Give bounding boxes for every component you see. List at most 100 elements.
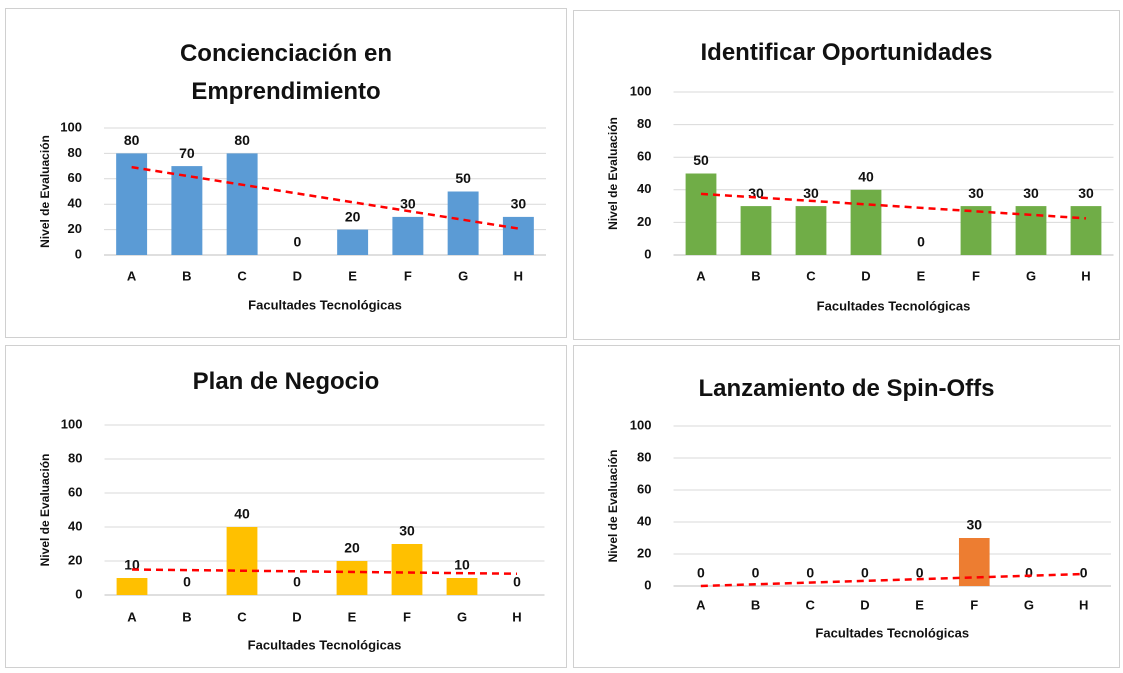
x-tick-label: B: [182, 609, 191, 624]
chart: 0 20 40 60 80 100 0 A 0 B 0 C 0 D 0 E 30 F 0 G 0 H Facultades …: [606, 417, 1111, 640]
data-label: 30: [966, 517, 982, 533]
data-label: 0: [806, 565, 814, 581]
trendline: [131, 568, 518, 575]
data-label: 30: [968, 185, 984, 201]
x-tick-label: A: [127, 268, 137, 283]
data-label: 20: [344, 540, 360, 556]
x-tick-label: C: [806, 268, 816, 283]
x-tick-label: C: [237, 609, 247, 624]
y-axis-label: Nivel de Evaluación: [606, 117, 620, 230]
bar: [226, 153, 258, 255]
x-tick-label: H: [1081, 268, 1090, 283]
y-tick-label: 20: [68, 552, 82, 567]
data-label: 30: [399, 523, 415, 539]
chart: 02040608010050A30B30C40D0E30F30G30HFacul…: [606, 83, 1114, 313]
x-tick-label: C: [806, 597, 816, 612]
y-tick-label: 40: [637, 513, 651, 528]
chart-title: Identificar Oportunidades: [700, 39, 993, 66]
bar: [226, 527, 258, 595]
bar: [447, 191, 479, 255]
y-tick-label: 80: [637, 116, 651, 131]
bar: [171, 166, 203, 255]
data-label: 50: [455, 170, 471, 186]
x-axis-label: Facultades Tecnológicas: [248, 637, 402, 652]
y-axis-label: Nivel de Evaluación: [606, 450, 620, 563]
x-tick-label: G: [458, 268, 468, 283]
chart-panel: 0 20 40 60 80 100 10 A 0 B 40 C 0 D 20 E 30 F 10 G 0 H Faculta…: [5, 345, 567, 668]
y-axis-label: Nivel de Evaluación: [38, 454, 52, 567]
x-tick-label: H: [514, 268, 523, 283]
x-axis-label: Facultades Tecnológicas: [248, 297, 402, 312]
x-axis-label: Facultades Tecnológicas: [815, 625, 969, 640]
x-tick-label: A: [696, 268, 706, 283]
x-tick-label: E: [348, 609, 357, 624]
y-tick-label: 100: [630, 83, 652, 98]
bar: [960, 206, 992, 255]
data-label: 40: [858, 169, 874, 185]
chart-panel: 0 20 40 60 80 100 80 A 70 B 80 C 0 D 20 E 30 F 50 G 30 H Facul…: [5, 8, 567, 338]
data-label: 0: [916, 565, 924, 581]
data-label: 20: [345, 208, 361, 224]
x-tick-label: G: [457, 609, 467, 624]
x-tick-label: B: [182, 268, 191, 283]
chart-panel: 0 20 40 60 80 100 50 A 30 B 30 C 40 D 0 E 30 F 30 G 30 H Facul…: [573, 10, 1120, 340]
bar: [116, 578, 148, 595]
data-label: 0: [183, 574, 191, 590]
x-tick-label: D: [860, 597, 869, 612]
y-tick-label: 40: [68, 518, 82, 533]
x-tick-label: F: [970, 597, 978, 612]
data-label: 30: [400, 196, 416, 212]
x-axis-label: Facultades Tecnológicas: [817, 298, 971, 313]
data-label: 0: [293, 574, 301, 590]
x-tick-label: A: [696, 597, 706, 612]
y-tick-label: 0: [75, 246, 82, 261]
x-tick-label: B: [751, 597, 760, 612]
chart: 0 20 40 60 80 100 80 A 70 B 80 C 0 D 20 E 30 F 50 G 30 H Facul…: [38, 119, 546, 312]
bar: [740, 206, 772, 255]
y-tick-label: 20: [637, 214, 651, 229]
chart-title: Plan de Negocio: [192, 368, 380, 395]
x-tick-label: G: [1026, 268, 1036, 283]
bar: [685, 173, 717, 255]
bar: [795, 206, 827, 255]
bar: [391, 544, 423, 595]
data-label: 30: [803, 185, 819, 201]
x-tick-label: E: [917, 268, 926, 283]
data-label: 0: [1080, 565, 1088, 581]
trendline: [131, 165, 519, 230]
data-label: 30: [1078, 185, 1094, 201]
x-tick-label: H: [1079, 597, 1088, 612]
data-label: 80: [234, 132, 250, 148]
y-tick-label: 40: [68, 196, 82, 211]
y-tick-label: 20: [68, 221, 82, 236]
x-tick-label: H: [512, 609, 521, 624]
x-tick-label: D: [293, 268, 302, 283]
bar: [446, 578, 478, 595]
x-tick-label: G: [1024, 597, 1034, 612]
chart-title: Concienciación en Emprendimiento: [179, 40, 393, 105]
data-label: 0: [752, 565, 760, 581]
y-tick-label: 0: [644, 246, 651, 261]
bar: [116, 153, 148, 255]
bar: [850, 189, 882, 255]
data-label: 10: [454, 557, 470, 573]
y-tick-label: 60: [637, 149, 651, 164]
y-tick-label: 0: [644, 577, 651, 592]
y-tick-label: 0: [75, 586, 82, 601]
y-tick-label: 60: [637, 481, 651, 496]
bar: [1015, 206, 1047, 255]
trendline: [700, 572, 1084, 588]
x-tick-label: F: [403, 609, 411, 624]
data-label: 0: [1025, 565, 1033, 581]
data-label: 80: [124, 132, 140, 148]
y-tick-label: 60: [68, 484, 82, 499]
y-tick-label: 80: [68, 145, 82, 160]
data-label: 0: [697, 565, 705, 581]
bar: [336, 561, 368, 595]
bar: [392, 216, 424, 255]
chart: 02040608010010A0B40C0D20E30F10G0HFaculta…: [38, 416, 545, 652]
y-tick-label: 80: [637, 449, 651, 464]
chart-title: Lanzamiento de Spin-Offs: [698, 375, 995, 402]
y-tick-label: 60: [68, 170, 82, 185]
